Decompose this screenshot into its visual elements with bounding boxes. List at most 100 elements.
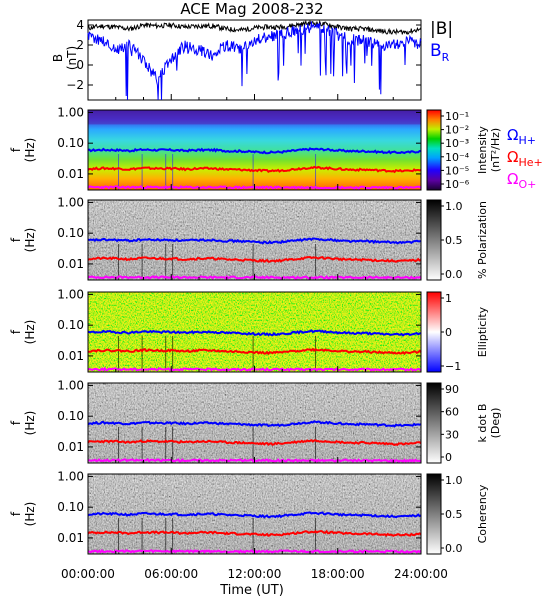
- time-axis-label: Time (UT): [219, 583, 284, 598]
- legend-symbol: Ω: [507, 148, 518, 166]
- legend-omega_he: ΩHe+: [507, 148, 543, 169]
- colorbar-tick-label: 10⁻⁵: [445, 164, 469, 177]
- colorbar-title: Intensity: [476, 126, 489, 174]
- legend-symbol: Ω: [507, 170, 518, 188]
- magnetic-field-panel: 420−2 B (nT) |B| BR: [51, 18, 453, 101]
- gyrofrequency-omega_he: [87, 529, 422, 537]
- colorbar-tick-label: 1: [445, 292, 452, 305]
- freq-ylabel-a: f: [9, 147, 23, 152]
- time-tick-label: 18:00:00: [311, 567, 365, 581]
- panel-intensity: 1.00 0.10 0.01 f (Hz) 10⁻¹10⁻²10⁻³10⁻⁴10⁻⁵10⁻…: [9, 105, 543, 191]
- colorbar-tick-label: 10⁻⁶: [445, 178, 470, 191]
- freq-tick-label: 0.10: [57, 500, 84, 514]
- colorbar-tick-label: 0.0: [445, 542, 463, 555]
- legend-b-r-sub: R: [442, 51, 450, 64]
- legend-subscript: O+: [518, 178, 536, 191]
- time-tick-label: 06:00:00: [144, 567, 198, 581]
- freq-tick-label: 0.01: [57, 440, 84, 454]
- gyrofrequency-omega_he: [87, 347, 422, 356]
- panel-ellipticity: 1.00 0.10 0.01 f (Hz) 1 0 −1 Ellipticity: [9, 287, 489, 373]
- intensity-colorbar: [426, 109, 442, 191]
- freq-ylabel-a: f: [9, 420, 23, 425]
- figure-title: ACE Mag 2008-232: [180, 0, 323, 18]
- freq-ylabel-a: f: [9, 237, 23, 242]
- freq-ylabel-b: (Hz): [23, 320, 37, 345]
- b-ytick-label: 4: [76, 18, 84, 32]
- colorbar-tick-label: 0: [445, 451, 452, 464]
- freq-tick-label: 0.01: [57, 531, 84, 545]
- colorbar-title: Ellipticity: [476, 306, 489, 357]
- legend-subscript: H+: [518, 134, 536, 147]
- intensity-high-band: [88, 110, 421, 125]
- time-tick-label: 24:00:00: [394, 567, 448, 581]
- colorbar-tick-label: 0: [445, 326, 452, 339]
- legend-subscript: He+: [518, 156, 542, 169]
- gyrofrequency-omega_he: [87, 255, 422, 264]
- magnetic-field-ylabel-a: B: [51, 54, 65, 62]
- freq-tick-label: 1.00: [57, 195, 84, 209]
- freq-ylabel-a: f: [9, 511, 23, 516]
- gyrofrequency-omega_h: [87, 420, 422, 428]
- gyrofrequency-omega_h: [87, 329, 422, 337]
- colorbar-title: Coherency: [476, 484, 489, 543]
- freq-tick-label: 0.10: [57, 409, 84, 423]
- freq-tick-label: 1.00: [57, 105, 84, 119]
- freq-tick-label: 0.10: [57, 136, 84, 150]
- colorbar-tick-label: 10⁻⁴: [445, 151, 470, 164]
- colorbar-tick-label: 30: [445, 428, 459, 441]
- freq-tick-label: 0.10: [57, 226, 84, 240]
- gyrofrequency-omega_he: [87, 165, 422, 174]
- legend-b-total: |B|: [430, 19, 453, 39]
- legend-omega_h: ΩH+: [507, 126, 536, 147]
- freq-ylabel-b: (Hz): [23, 502, 37, 527]
- freq-tick-label: 0.01: [57, 349, 84, 363]
- colorbar-title: k dot B: [476, 404, 489, 443]
- colorbar-title: % Polarization: [476, 201, 489, 279]
- polarization-colorbar: [426, 199, 442, 281]
- colorbar-title-unit: (Deg): [489, 408, 502, 439]
- spectrogram-panels: 1.000.100.01f (Hz)10⁻¹10⁻²10⁻³10⁻⁴10⁻⁵10⁻…: [9, 105, 543, 555]
- colorbar-tick-label: 60: [445, 406, 459, 419]
- colorbar-tick-label: 0.0: [445, 268, 463, 281]
- freq-tick-label: 0.10: [57, 318, 84, 332]
- freq-tick-label: 1.00: [57, 378, 84, 392]
- legend-symbol: Ω: [507, 126, 518, 144]
- freq-ylabel-b: (Hz): [23, 138, 37, 163]
- gyrofrequency-omega_he: [87, 438, 422, 447]
- freq-ylabel-b: (Hz): [23, 228, 37, 253]
- colorbar-title-unit: (nT²/Hz): [489, 128, 502, 172]
- time-tick-label: 12:00:00: [228, 567, 282, 581]
- series-b-r: [87, 21, 422, 101]
- colorbar-tick-label: 90: [445, 383, 459, 396]
- colorbar-tick-label: 0.5: [445, 508, 463, 521]
- legend-omega_o: ΩO+: [507, 170, 536, 191]
- freq-ylabel-b: (Hz): [23, 411, 37, 436]
- gyrofrequency-omega_h: [87, 511, 422, 519]
- colorbar-tick-label: 10⁻¹: [445, 110, 469, 123]
- freq-tick-label: 0.01: [57, 257, 84, 271]
- legend-b-r: BR: [430, 41, 450, 64]
- b-ytick-label: 2: [76, 38, 84, 52]
- panel-kdotb: 1.00 0.10 0.01 f (Hz) 90 60 30 0 k dot B (Deg): [9, 378, 502, 464]
- colorbar-tick-label: 1.0: [445, 200, 463, 213]
- time-axis: 00:00:00 06:00:00 12:00:00 18:00:00 24:00:00: [61, 567, 448, 581]
- colorbar-tick-label: 10⁻³: [445, 137, 469, 150]
- freq-ylabel-a: f: [9, 329, 23, 334]
- time-tick-label: 00:00:00: [61, 567, 115, 581]
- b-ytick-label: 0: [76, 58, 84, 72]
- legend-b-r-main: B: [430, 41, 442, 61]
- colorbar-tick-label: 10⁻²: [445, 124, 469, 137]
- magnetic-field-lines: [87, 19, 422, 101]
- ellipticity-colorbar: [426, 291, 442, 373]
- freq-tick-label: 1.00: [57, 287, 84, 301]
- freq-tick-label: 1.00: [57, 469, 84, 483]
- colorbar-tick-label: −1: [445, 360, 461, 373]
- b-ytick-label: −2: [66, 78, 84, 92]
- panel-polarization: 1.00 0.10 0.01 f (Hz) 1.0 0.5 0.0 % Polarization: [9, 195, 489, 281]
- gyrofrequency-omega_h: [87, 237, 421, 245]
- series-b-total: [87, 19, 422, 36]
- colorbar-tick-label: 0.5: [445, 234, 463, 247]
- colorbar-tick-label: 1.0: [445, 474, 463, 487]
